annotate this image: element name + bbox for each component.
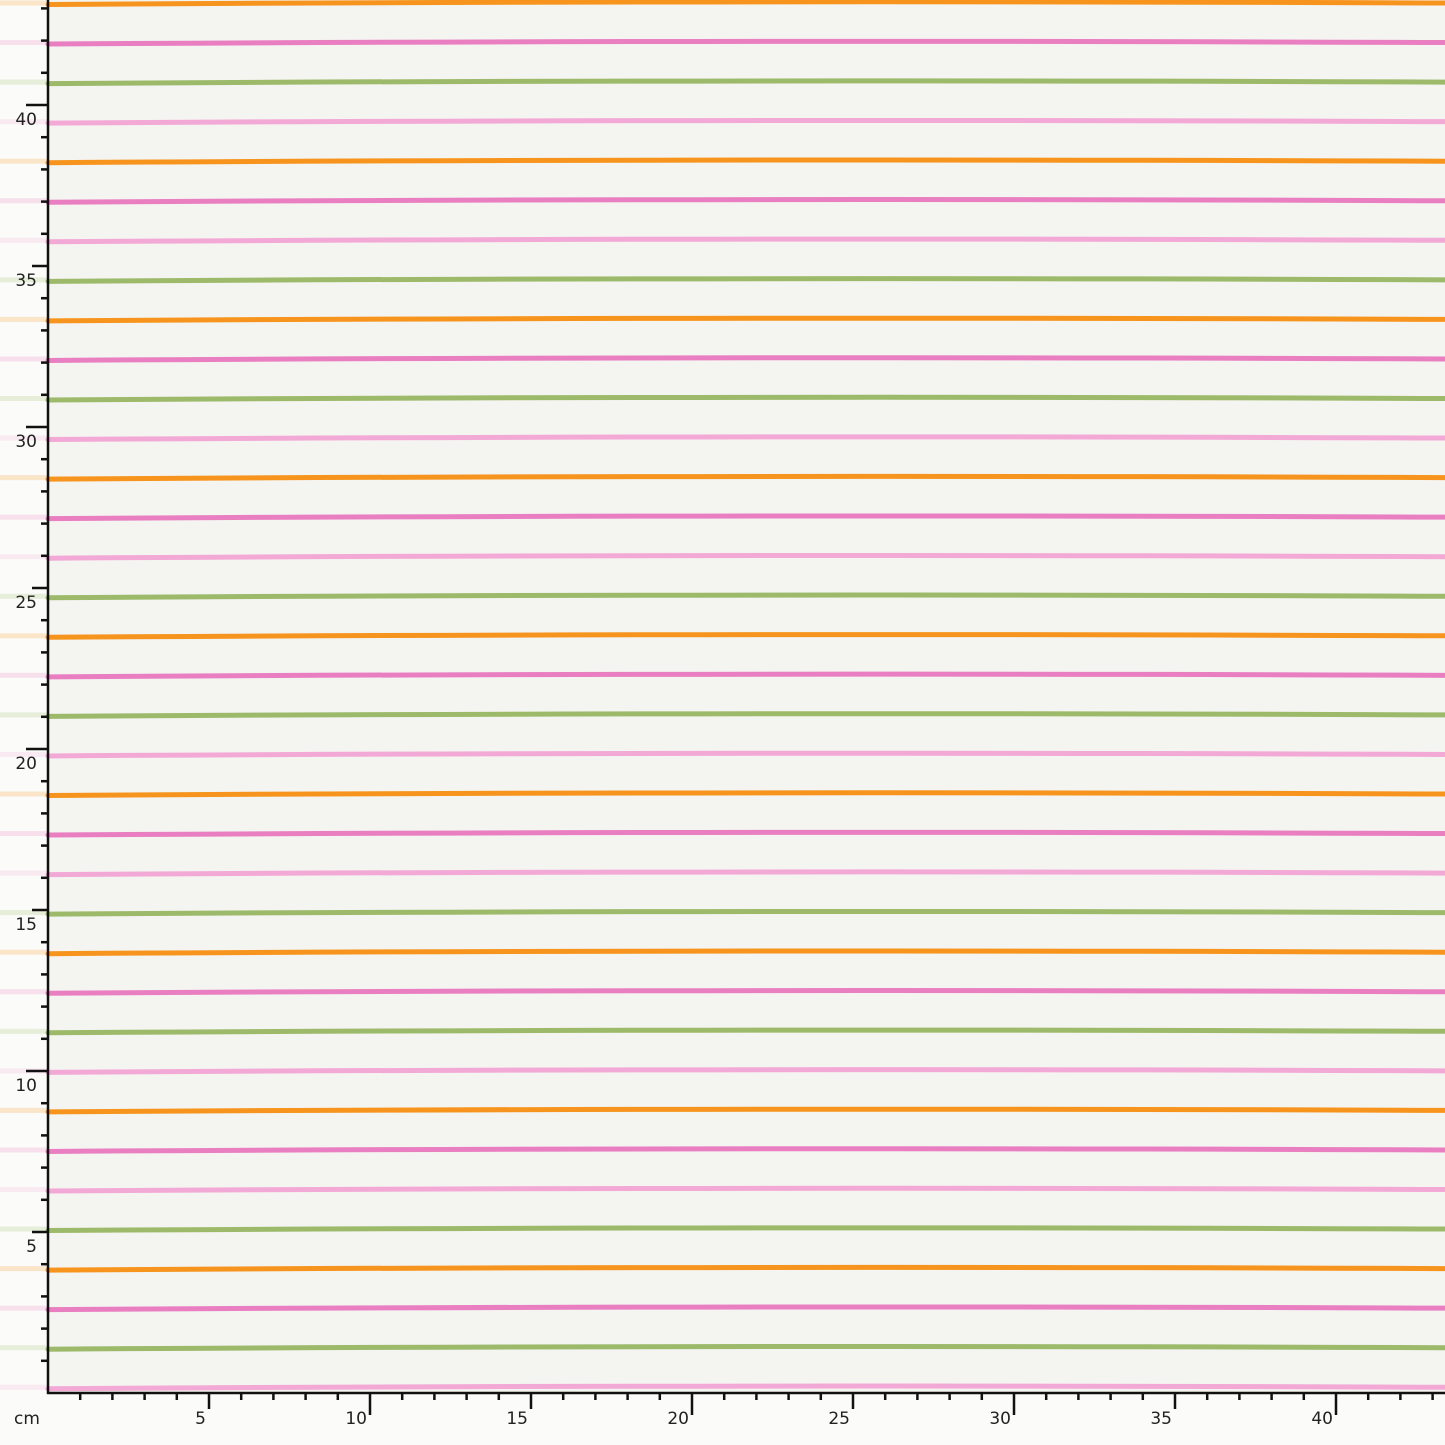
ruler-y-label: 5 (26, 1237, 37, 1257)
fabric-stripe (45, 553, 1445, 561)
ruler-y-label: 10 (15, 1076, 37, 1096)
fabric-stripe (45, 157, 1445, 166)
fabric-stripe (45, 750, 1445, 759)
fabric-stripe (45, 513, 1445, 522)
ruler-x-label: 30 (989, 1409, 1011, 1429)
ruler-x-label: 15 (506, 1409, 528, 1429)
faded-stripe-margin (0, 1028, 48, 1034)
faded-stripe-margin (0, 1226, 48, 1232)
faded-stripe-margin (0, 1305, 48, 1311)
faded-stripe-margin (0, 198, 48, 204)
fabric-stripe (45, 988, 1445, 996)
ruler-y-label: 30 (15, 432, 37, 452)
faded-stripe-margin (0, 435, 48, 441)
faded-stripe-margin (0, 158, 48, 164)
faded-stripe-margin (0, 1384, 48, 1390)
fabric-stripe (45, 671, 1445, 680)
faded-stripe-margin (0, 396, 48, 401)
fabric-stripe (45, 78, 1445, 87)
fabric-stripe (45, 1344, 1445, 1352)
faded-stripe-margin (0, 831, 48, 837)
faded-stripe-margin (0, 672, 48, 678)
faded-stripe-margin (0, 1107, 48, 1113)
fabric-stripe (45, 711, 1445, 719)
ruler-y-label: 20 (15, 754, 37, 774)
fabric-stripe (45, 1185, 1445, 1194)
ruler-unit-label: cm (14, 1409, 40, 1429)
ruler-y-label: 35 (15, 271, 37, 291)
faded-stripe-margin (0, 237, 48, 243)
faded-stripe-margin (0, 712, 48, 718)
fabric-stripe (45, 1146, 1445, 1154)
fabric-stripe (45, 434, 1445, 443)
faded-stripe-margin (0, 1266, 48, 1272)
faded-stripe-margin (0, 0, 48, 6)
faded-stripe-margin (0, 791, 48, 797)
fabric-stripe (45, 276, 1445, 284)
ruler-x-label: 25 (828, 1409, 850, 1429)
faded-stripe-margin (0, 870, 48, 876)
fabric-stripe (45, 1106, 1445, 1115)
faded-stripe-margin (0, 1345, 48, 1351)
fabric-stripe (45, 0, 1445, 7)
faded-stripe-margin (0, 277, 48, 283)
ruler-y-label: 15 (15, 915, 37, 935)
fabric-area (48, 0, 1445, 1393)
fabric-stripe (45, 1383, 1445, 1392)
fabric-stripe (45, 1027, 1445, 1036)
fabric-stripe (45, 790, 1445, 798)
fabric-stripe (45, 1264, 1445, 1273)
faded-stripe-margin (0, 1068, 48, 1074)
ruler-y-label: 25 (15, 593, 37, 613)
fabric-stripe (45, 355, 1445, 363)
ruler-x-label: 35 (1150, 1409, 1172, 1429)
fabric-stripe (45, 236, 1445, 245)
faded-stripe-margin (0, 910, 48, 916)
fabric-stripe (45, 592, 1445, 601)
faded-stripe-margin (0, 79, 48, 85)
faded-stripe-margin (0, 593, 48, 599)
faded-stripe-margin (0, 514, 48, 520)
ruler-y-label: 40 (15, 110, 37, 130)
fabric-stripe (45, 948, 1445, 957)
fabric-stripe (45, 38, 1445, 47)
faded-stripe-margin (0, 119, 48, 125)
fabric-stripe (45, 869, 1445, 878)
ruler-x-label: 5 (195, 1409, 206, 1429)
fabric-stripe (45, 829, 1445, 838)
ruler-x-label: 10 (345, 1409, 367, 1429)
fabric-stripe (45, 1304, 1445, 1313)
fabric-stripe (45, 473, 1445, 482)
faded-stripe-margin (0, 356, 48, 362)
faded-stripe-margin (0, 475, 48, 481)
ruler-x-label: 20 (667, 1409, 689, 1429)
fabric-stripe (45, 197, 1445, 205)
faded-stripe-margin (0, 751, 48, 757)
fabric-stripe (45, 394, 1445, 403)
fabric-stripe (45, 632, 1445, 640)
fabric-stripe (45, 315, 1445, 324)
faded-stripe-margin (0, 554, 48, 560)
ruler-x-label: 40 (1311, 1409, 1333, 1429)
fabric-stripe (45, 117, 1445, 126)
fabric-stripe (45, 908, 1445, 917)
faded-stripe-margin (0, 316, 48, 322)
faded-stripe-margin (0, 989, 48, 995)
faded-stripe-margin (0, 633, 48, 639)
faded-stripe-margin (0, 1147, 48, 1153)
faded-stripe-margin (0, 949, 48, 955)
fabric-stripe (45, 1225, 1445, 1234)
faded-stripe-margin (0, 1187, 48, 1192)
fabric-stripe (45, 1067, 1445, 1075)
faded-stripe-margin (0, 40, 48, 46)
